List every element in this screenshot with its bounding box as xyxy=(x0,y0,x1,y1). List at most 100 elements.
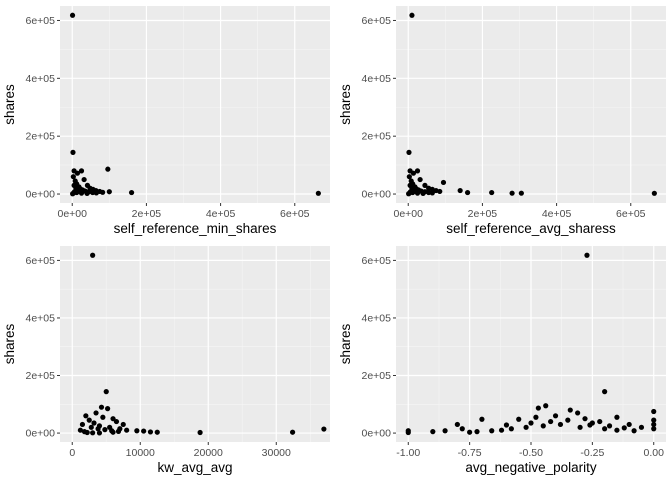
x-axis-title: kw_avg_avg xyxy=(157,460,232,475)
data-point xyxy=(552,413,559,419)
x-axis-title: avg_negative_polarity xyxy=(465,460,597,475)
y-tick-label: 0e+00 xyxy=(362,189,392,201)
data-point xyxy=(83,413,89,419)
data-point xyxy=(621,425,627,431)
data-point xyxy=(141,428,147,434)
data-point xyxy=(321,426,327,432)
data-point xyxy=(503,422,510,428)
data-point xyxy=(106,189,112,195)
x-tick-label: 6e+05 xyxy=(280,208,310,220)
data-point xyxy=(70,174,76,180)
data-point xyxy=(113,418,120,425)
y-axis-title: shares xyxy=(338,323,353,364)
panel-background xyxy=(60,246,330,442)
data-point xyxy=(567,407,573,413)
data-point xyxy=(464,189,471,196)
data-point xyxy=(422,182,428,188)
data-point xyxy=(528,420,534,426)
data-point xyxy=(437,188,443,195)
data-point xyxy=(523,424,529,430)
data-point xyxy=(651,426,657,432)
data-point xyxy=(109,428,115,434)
y-tick-label: 2e+05 xyxy=(362,370,392,382)
data-point xyxy=(602,426,608,432)
data-point xyxy=(508,426,514,432)
data-point xyxy=(79,421,86,428)
data-point xyxy=(105,406,111,412)
data-point xyxy=(548,418,554,425)
x-tick-label: 30000 xyxy=(262,447,291,459)
data-point xyxy=(459,426,465,432)
data-point xyxy=(565,417,571,423)
x-axis-title: self_reference_avg_sharess xyxy=(446,221,616,236)
y-tick-label: 6e+05 xyxy=(362,255,392,267)
data-point xyxy=(289,429,296,435)
x-tick-label: 0e+00 xyxy=(393,208,423,220)
data-point xyxy=(90,252,96,258)
y-tick-label: 4e+05 xyxy=(362,312,392,324)
x-tick-label: 0e+00 xyxy=(57,208,87,220)
y-tick-label: 4e+05 xyxy=(362,73,392,85)
data-point xyxy=(74,170,81,176)
panel-background xyxy=(396,6,666,203)
x-tick-label: 10000 xyxy=(126,447,155,459)
data-point xyxy=(420,190,426,197)
data-point xyxy=(90,189,96,196)
x-tick-label: 0 xyxy=(69,447,75,459)
y-tick-label: 4e+05 xyxy=(26,73,56,85)
data-point xyxy=(197,429,203,436)
data-point xyxy=(518,190,524,196)
data-point xyxy=(115,428,122,434)
data-point xyxy=(417,176,423,183)
y-tick-label: 2e+05 xyxy=(362,131,392,143)
data-point xyxy=(651,421,657,428)
panel-background xyxy=(60,6,330,203)
data-point xyxy=(651,190,657,196)
data-point xyxy=(498,427,505,433)
data-point xyxy=(84,429,90,436)
y-tick-label: 0e+00 xyxy=(362,428,392,440)
data-point xyxy=(100,189,106,195)
data-point xyxy=(606,423,613,429)
data-point xyxy=(442,428,448,434)
data-point xyxy=(102,427,108,433)
y-axis-title: shares xyxy=(2,84,17,125)
x-tick-label: -1.00 xyxy=(396,447,420,459)
x-axis-title: self_reference_min_shares xyxy=(114,221,277,236)
data-point xyxy=(479,416,485,422)
data-point xyxy=(533,414,539,420)
data-point xyxy=(95,426,101,432)
data-point xyxy=(410,170,417,176)
scatter-panel-4: 0e+00 2e+05 4e+05 6e+05 -1.00 -0.75 -0.50 -0.25… xyxy=(338,246,666,475)
x-tick-label: -0.50 xyxy=(519,447,543,459)
data-point xyxy=(535,405,541,411)
x-tick-label: 2e+05 xyxy=(468,208,498,220)
data-point xyxy=(90,430,96,436)
data-point xyxy=(103,389,109,395)
data-point xyxy=(96,430,103,436)
scatter-panel-2: 0e+00 2e+05 4e+05 6e+05 0e+00 2e+05 4e+05 6e+05… xyxy=(338,6,666,236)
data-point xyxy=(128,189,135,196)
data-point xyxy=(597,418,603,425)
data-point xyxy=(414,168,421,174)
y-tick-label: 6e+05 xyxy=(26,255,56,267)
y-tick-label: 6e+05 xyxy=(26,15,56,27)
scatter-panel-1: 0e+00 2e+05 4e+05 6e+05 0e+00 2e+05 4e+05 6e+05… xyxy=(2,6,330,236)
data-point xyxy=(147,429,154,435)
y-axis-title: shares xyxy=(2,323,17,364)
y-tick-label: 6e+05 xyxy=(362,15,392,27)
data-point xyxy=(575,410,581,416)
data-point xyxy=(98,404,105,410)
data-point xyxy=(105,166,111,172)
data-point xyxy=(474,429,480,435)
data-point xyxy=(543,403,549,409)
data-point xyxy=(614,427,620,433)
x-tick-label: 4e+05 xyxy=(206,208,236,220)
data-point xyxy=(509,190,515,196)
data-point xyxy=(86,417,92,423)
data-point xyxy=(77,427,84,433)
data-point xyxy=(409,12,415,18)
x-tick-label: 6e+05 xyxy=(616,208,646,220)
